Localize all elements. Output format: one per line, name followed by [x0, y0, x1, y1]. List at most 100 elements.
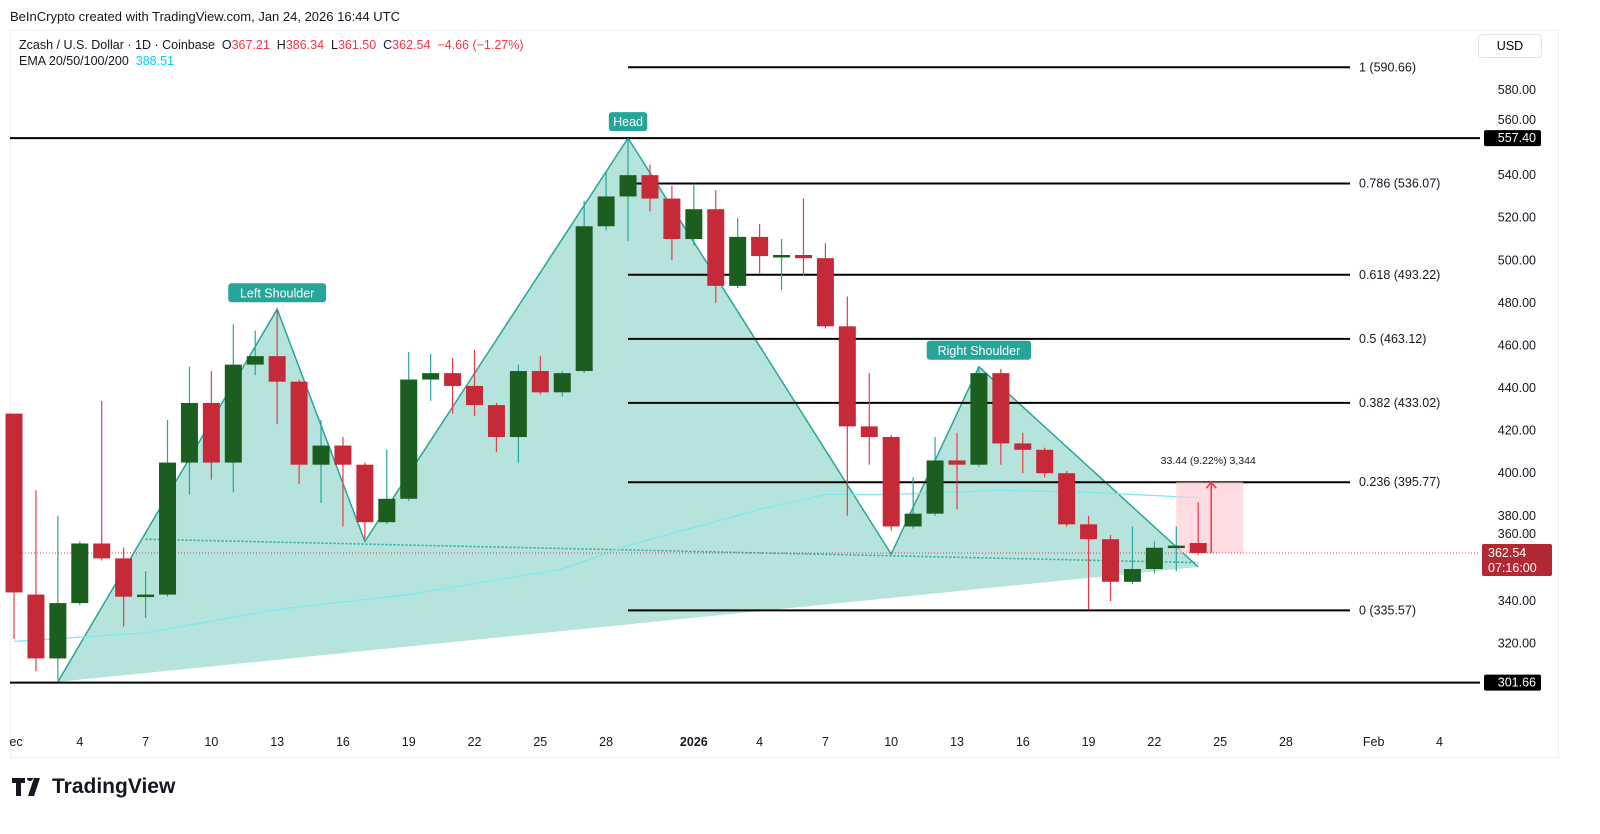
- x-tick-label: 22: [468, 735, 482, 749]
- chart-credit: BeInCrypto created with TradingView.com,…: [10, 9, 400, 24]
- candle-body: [27, 594, 45, 659]
- pattern-fill: [57, 138, 1199, 682]
- candle-body: [290, 381, 308, 465]
- candle-body: [1145, 547, 1163, 570]
- candle-body: [159, 462, 177, 595]
- x-tick-label: 16: [336, 735, 350, 749]
- x-tick-label: 28: [599, 735, 613, 749]
- candle-body: [5, 413, 23, 593]
- candle-body: [1058, 473, 1076, 525]
- candle-body: [93, 543, 111, 559]
- candle-body: [1014, 443, 1032, 450]
- pattern-label-box: [228, 283, 327, 303]
- candle-body: [619, 175, 637, 197]
- candle-body: [400, 379, 418, 499]
- close-value: 362.54: [392, 38, 431, 52]
- candle-body: [1123, 569, 1141, 582]
- x-tick-label: 7: [142, 735, 149, 749]
- candle-body: [1036, 449, 1054, 474]
- fib-level-label: 0.786 (536.07): [1359, 177, 1440, 191]
- y-tick-label: 440.00: [1498, 381, 1536, 395]
- candle-body: [137, 594, 155, 598]
- candle-body: [641, 175, 659, 199]
- countdown-label: 07:16:00: [1488, 561, 1537, 575]
- y-tick-label: 540.00: [1498, 168, 1536, 182]
- candle-body: [224, 364, 242, 463]
- candle-body: [378, 498, 396, 523]
- candle-body: [992, 373, 1010, 444]
- ema-label: EMA 20/50/100/200: [19, 54, 129, 68]
- level-price-label: 301.66: [1498, 676, 1536, 690]
- candle-body: [751, 236, 769, 257]
- candle-body: [773, 254, 791, 258]
- fib-level-label: 0.5 (463.12): [1359, 332, 1426, 346]
- x-tick-label: 19: [402, 735, 416, 749]
- x-tick-label: 4: [76, 735, 83, 749]
- tradingview-logo: TradingView: [12, 775, 175, 799]
- candle-body: [509, 371, 527, 438]
- candle-body: [663, 198, 681, 240]
- last-price-label: 362.54: [1488, 546, 1526, 560]
- candle-body: [816, 258, 834, 327]
- measure-box: [1176, 482, 1244, 553]
- tradingview-logo-icon: [12, 778, 40, 796]
- x-tick-label: 16: [1016, 735, 1030, 749]
- chart-panel[interactable]: [10, 30, 1559, 758]
- candle-body: [1167, 545, 1185, 549]
- y-tick-label: 400.00: [1498, 466, 1536, 480]
- y-tick-label: 460.00: [1498, 338, 1536, 352]
- candle-body: [1080, 524, 1098, 540]
- x-tick-label: 7: [822, 735, 829, 749]
- y-tick-label: 420.00: [1498, 424, 1536, 438]
- fib-level-label: 0 (335.57): [1359, 603, 1416, 617]
- x-tick-label: Feb: [1363, 735, 1385, 749]
- candle-body: [926, 460, 944, 514]
- x-tick-label: 25: [533, 735, 547, 749]
- x-tick-label: 22: [1147, 735, 1161, 749]
- x-tick-label: 28: [1279, 735, 1293, 749]
- x-tick-label: 13: [270, 735, 284, 749]
- candle-body: [444, 373, 462, 386]
- x-tick-label: 10: [204, 735, 218, 749]
- y-tick-label: 560.00: [1498, 113, 1536, 127]
- candle-body: [180, 402, 198, 463]
- candle-body: [49, 603, 67, 659]
- candle-body: [268, 356, 286, 382]
- x-tick-label: 13: [950, 735, 964, 749]
- candle-body: [970, 373, 988, 465]
- candle-body: [466, 385, 484, 406]
- x-tick-label: 25: [1213, 735, 1227, 749]
- candle-body: [838, 326, 856, 427]
- currency-button[interactable]: USD: [1478, 34, 1542, 58]
- candle-body: [707, 209, 725, 286]
- y-tick-label: 480.00: [1498, 296, 1536, 310]
- change-value: −4.66 (−1.27%): [437, 38, 524, 52]
- candle-body: [729, 236, 747, 286]
- pattern-label-box: [608, 112, 648, 132]
- measure-arrowhead-icon: [1205, 481, 1217, 489]
- candle-body: [115, 558, 133, 597]
- y-tick-label: 580.00: [1498, 83, 1536, 97]
- level-price-label: 557.40: [1498, 131, 1536, 145]
- pattern-label: Left Shoulder: [240, 286, 314, 300]
- x-tick-label: 10: [884, 735, 898, 749]
- pattern-label: Right Shoulder: [938, 344, 1021, 358]
- measure-label: 33.44 (9.22%) 3,344: [1161, 455, 1256, 467]
- y-tick-label: 360.00: [1498, 527, 1536, 541]
- candle-body: [575, 226, 593, 372]
- y-tick-label: 500.00: [1498, 253, 1536, 267]
- candle-body: [202, 402, 220, 463]
- candle-body: [487, 405, 505, 438]
- x-tick-label: ec: [9, 735, 22, 749]
- x-tick-label: 4: [1436, 735, 1443, 749]
- candle-body: [794, 254, 812, 259]
- pattern-label: Head: [613, 115, 643, 129]
- ema-value: 388.51: [135, 54, 174, 68]
- x-tick-label: 4: [756, 735, 763, 749]
- candle-body: [882, 437, 900, 527]
- fib-level-label: 0.618 (493.22): [1359, 268, 1440, 282]
- candle-body: [422, 373, 440, 380]
- x-tick-label: 2026: [680, 735, 708, 749]
- candle-body: [948, 460, 966, 465]
